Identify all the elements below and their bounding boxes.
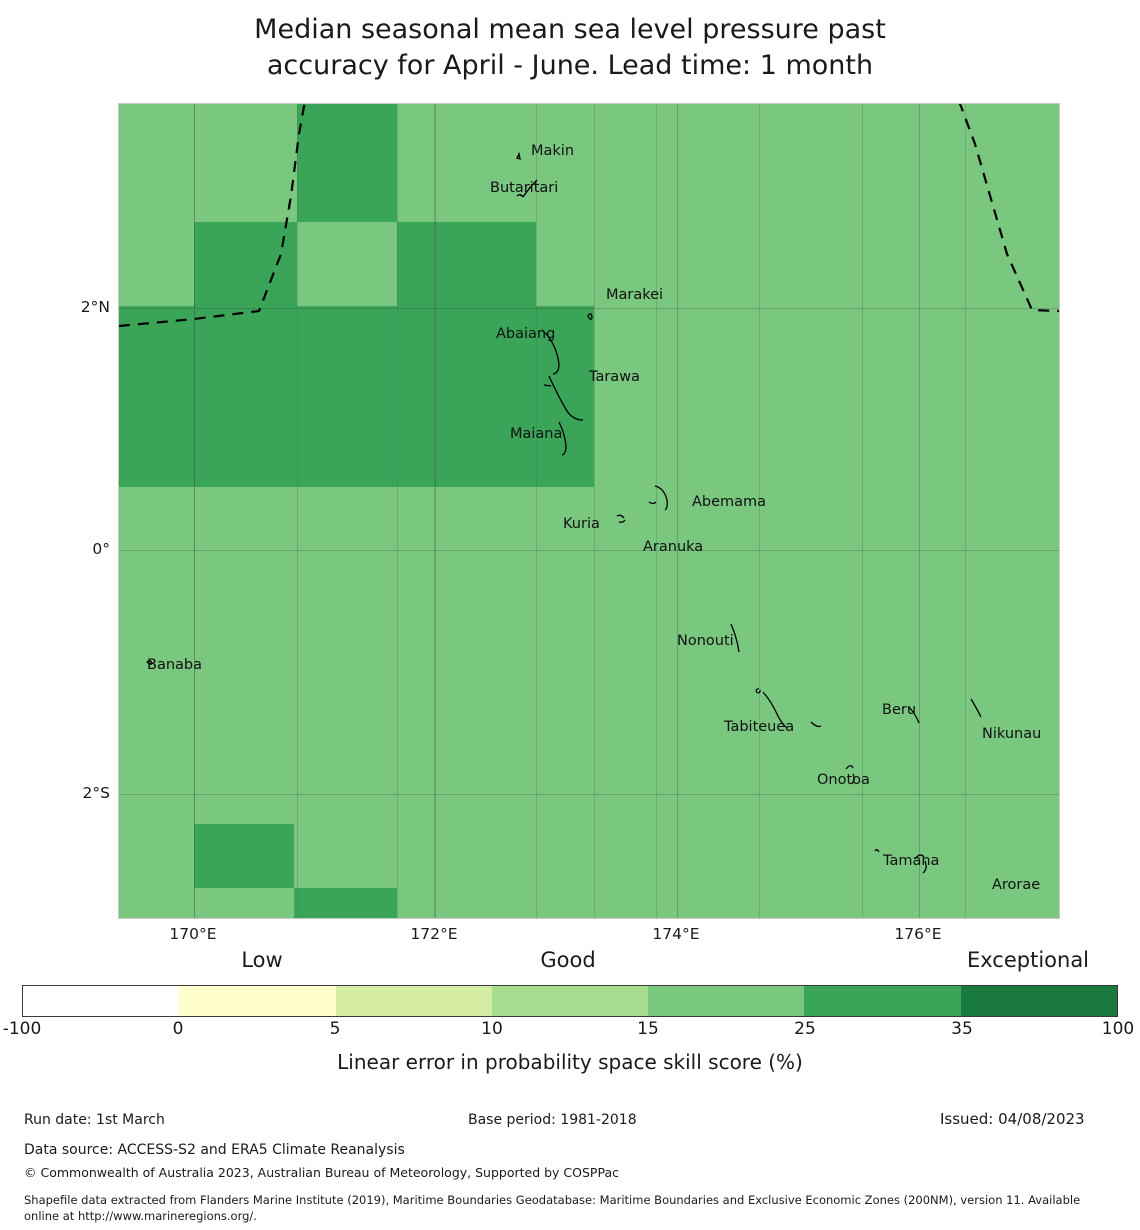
footer-shapefile-note: Shapefile data extracted from Flanders M… [24, 1193, 1081, 1223]
colorbar-tick-label: 25 [794, 1019, 816, 1039]
heatmap-cell [194, 104, 297, 222]
colorbar-segment [179, 986, 336, 1016]
colorbar-segment [648, 986, 805, 1016]
y-tick-label: 2°S [82, 784, 110, 802]
graticule-parallel [119, 794, 1059, 795]
y-tick-label: 2°N [80, 298, 110, 316]
graticule-parallel [119, 308, 1059, 309]
footer-copyright: © Commonwealth of Australia 2023, Austra… [24, 1165, 619, 1180]
colorbar-category-label: Low [241, 948, 283, 972]
graticule-parallel [119, 550, 1059, 551]
mesh-line-vertical [194, 104, 195, 918]
heatmap-cell [297, 222, 397, 306]
colorbar-segment [804, 986, 961, 1016]
island-label: Abaiang [496, 326, 556, 342]
heatmap-cell [119, 306, 194, 487]
graticule-meridian [677, 104, 678, 918]
mesh-line-vertical [862, 104, 863, 918]
heatmap-cell [119, 222, 194, 306]
mesh-line-vertical [759, 104, 760, 918]
island-label: Makin [531, 143, 575, 159]
island-label: Aranuka [643, 539, 704, 555]
mesh-line-vertical [594, 104, 595, 918]
footer-run-date: Run date: 1st March [24, 1112, 165, 1128]
colorbar [22, 985, 1118, 1017]
mesh-line-vertical [297, 104, 298, 918]
island-label: Nikunau [982, 726, 1042, 742]
colorbar-segment [960, 986, 1117, 1016]
y-tick-label: 0° [92, 540, 110, 558]
colorbar-segment [23, 986, 180, 1016]
island-label: Banaba [147, 657, 202, 673]
colorbar-category-label: Good [540, 948, 596, 972]
colorbar-segment [491, 986, 649, 1016]
heatmap-cell [397, 222, 434, 306]
heatmap-cell [119, 104, 194, 222]
x-tick-label: 172°E [410, 925, 458, 943]
page-title: Median seasonal mean sea level pressure … [254, 14, 886, 81]
island-label: Tamana [883, 853, 940, 869]
colorbar-axis-label: Linear error in probability space skill … [337, 1050, 803, 1074]
heatmap-cell [119, 487, 194, 918]
graticule-meridian [435, 104, 436, 918]
colorbar-segment [335, 986, 492, 1016]
island-label: Nonouti [677, 633, 734, 649]
footer-data-source: Data source: ACCESS-S2 and ERA5 Climate … [24, 1142, 405, 1158]
colorbar-tick-label: 15 [637, 1019, 659, 1039]
colorbar-tick-label: 10 [481, 1019, 503, 1039]
graticule-meridian [194, 104, 195, 918]
colorbar-tick-label: 0 [172, 1019, 184, 1039]
map-plot-area: Makin Butaritari Marakei Abaiang Tarawa Maian… [118, 103, 1060, 919]
footer-issued-date: Issued: 04/08/2023 [940, 1110, 1085, 1128]
island-label: Tabiteuea [724, 719, 795, 735]
island-label: Kuria [563, 516, 600, 532]
colorbar-tick-label: 5 [329, 1019, 341, 1039]
island-label: Onotoa [817, 772, 870, 788]
heatmap-cell [434, 222, 536, 306]
heatmap-cell [194, 824, 294, 888]
x-tick-label: 176°E [894, 925, 942, 943]
mesh-line-vertical [965, 104, 966, 918]
island-label: Butaritari [490, 180, 559, 196]
mesh-line-vertical [536, 104, 537, 918]
island-label: Arorae [992, 877, 1041, 893]
heatmap-cell [294, 888, 397, 918]
heatmap-cell [194, 222, 297, 306]
x-tick-label: 174°E [652, 925, 700, 943]
heatmap-cell [434, 104, 1059, 222]
mesh-line-vertical [434, 104, 435, 918]
footer-base-period: Base period: 1981-2018 [468, 1112, 637, 1128]
colorbar-category-label: Exceptional [966, 948, 1090, 972]
mesh-line-vertical [656, 104, 657, 918]
island-label: Beru [882, 702, 917, 718]
heatmap-cell [397, 104, 434, 222]
graticule-meridian [919, 104, 920, 918]
colorbar-tick-label: 35 [951, 1019, 973, 1039]
colorbar-tick-label: 100 [1101, 1019, 1135, 1039]
x-tick-label: 170°E [169, 925, 217, 943]
island-label: Abemama [692, 494, 767, 510]
heatmap-cell [594, 306, 1059, 487]
heatmap-cell [194, 306, 536, 487]
island-label: Marakei [606, 287, 664, 303]
mesh-line-vertical [397, 104, 398, 918]
colorbar-tick-label: -100 [2, 1019, 42, 1039]
heatmap-cell [297, 104, 397, 222]
heatmap-cell [194, 487, 1059, 918]
island-label: Tarawa [589, 369, 640, 385]
island-label: Maiana [510, 426, 563, 442]
